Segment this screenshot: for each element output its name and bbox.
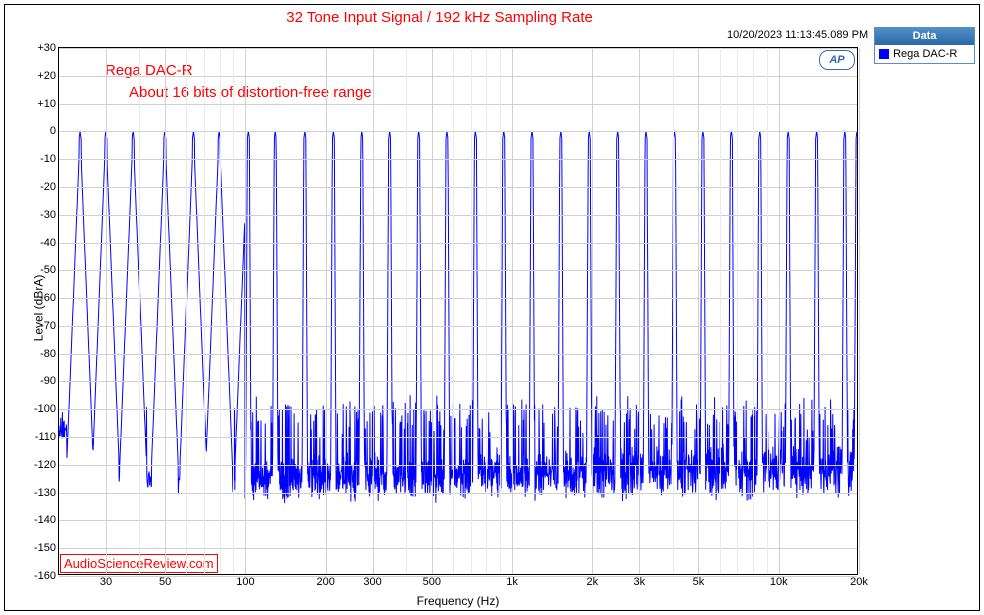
grid-line-v-minor [233, 48, 234, 574]
legend-panel: Data Rega DAC-R [874, 5, 979, 610]
grid-line-v [639, 48, 640, 574]
grid-line-v [245, 48, 246, 574]
y-tick-label: -10 [40, 153, 56, 165]
legend-item: Rega DAC-R [875, 45, 974, 63]
y-tick-label: -30 [40, 209, 56, 221]
x-tick-label: 5k [693, 576, 705, 588]
y-tick-label: 0 [50, 125, 56, 137]
chart-container: 32 Tone Input Signal / 192 kHz Sampling … [4, 4, 980, 611]
chart-title: 32 Tone Input Signal / 192 kHz Sampling … [5, 9, 874, 26]
x-tick-label: 1k [506, 576, 518, 588]
grid-line-v [592, 48, 593, 574]
y-tick-label: -130 [34, 487, 56, 499]
x-tick-label: 100 [236, 576, 254, 588]
timestamp: 10/20/2023 11:13:45.089 PM [727, 29, 868, 41]
grid-line-v-minor [720, 48, 721, 574]
y-tick-label: -50 [40, 264, 56, 276]
x-tick-label: 30 [100, 576, 112, 588]
x-tick-label: 500 [423, 576, 441, 588]
y-tick-label: -110 [35, 431, 56, 443]
plot-area: Rega DAC-R About 16 bits of distortion-f… [58, 47, 858, 575]
y-tick-label: -80 [40, 348, 56, 360]
grid-line-h [59, 576, 857, 577]
y-tick-label: -100 [34, 403, 56, 415]
grid-line-v-minor [186, 48, 187, 574]
chart-panel: 32 Tone Input Signal / 192 kHz Sampling … [5, 5, 874, 610]
ap-logo: AP [819, 50, 855, 70]
x-tick-label: 2k [587, 576, 599, 588]
y-tick-label: -120 [34, 459, 56, 471]
x-tick-label: 200 [316, 576, 334, 588]
grid-line-v [432, 48, 433, 574]
grid-line-v-minor [500, 48, 501, 574]
grid-line-v-minor [767, 48, 768, 574]
y-tick-label: +10 [37, 98, 56, 110]
grid-line-v [779, 48, 780, 574]
grid-line-v-minor [139, 48, 140, 574]
y-tick-label: -160 [34, 570, 56, 582]
legend-header: Data [875, 28, 974, 45]
legend-swatch [879, 49, 889, 59]
y-tick-label: -40 [40, 237, 56, 249]
x-tick-label: 3k [633, 576, 645, 588]
grid-line-v-minor [406, 48, 407, 574]
grid-line-v [512, 48, 513, 574]
grid-line-v-minor [220, 48, 221, 574]
grid-line-v [165, 48, 166, 574]
grid-line-v [859, 48, 860, 574]
grid-line-v-minor [204, 48, 205, 574]
y-tick-label: +30 [37, 42, 56, 54]
y-tick-label: -150 [34, 542, 56, 554]
x-tick-label: 10k [770, 576, 788, 588]
x-tick-label: 20k [850, 576, 868, 588]
grid-line-v-minor [673, 48, 674, 574]
grid-line-v [326, 48, 327, 574]
grid-line-v-minor [737, 48, 738, 574]
grid-line-v-minor [453, 48, 454, 574]
y-tick-label: -140 [34, 514, 56, 526]
y-tick-label: -70 [40, 320, 56, 332]
legend-box: Data Rega DAC-R [874, 27, 975, 64]
grid-line-v [373, 48, 374, 574]
x-tick-label: 50 [159, 576, 171, 588]
y-tick-label: -60 [40, 292, 56, 304]
grid-line-v-minor [471, 48, 472, 574]
grid-line-v [698, 48, 699, 574]
y-tick-label: -90 [40, 375, 56, 387]
y-tick-label: +20 [37, 70, 56, 82]
grid-line-v-minor [753, 48, 754, 574]
grid-line-v-minor [486, 48, 487, 574]
x-axis-label: Frequency (Hz) [58, 594, 858, 608]
y-tick-label: -20 [40, 181, 56, 193]
x-tick-label: 300 [363, 576, 381, 588]
grid-line-v [106, 48, 107, 574]
legend-label: Rega DAC-R [893, 48, 957, 60]
